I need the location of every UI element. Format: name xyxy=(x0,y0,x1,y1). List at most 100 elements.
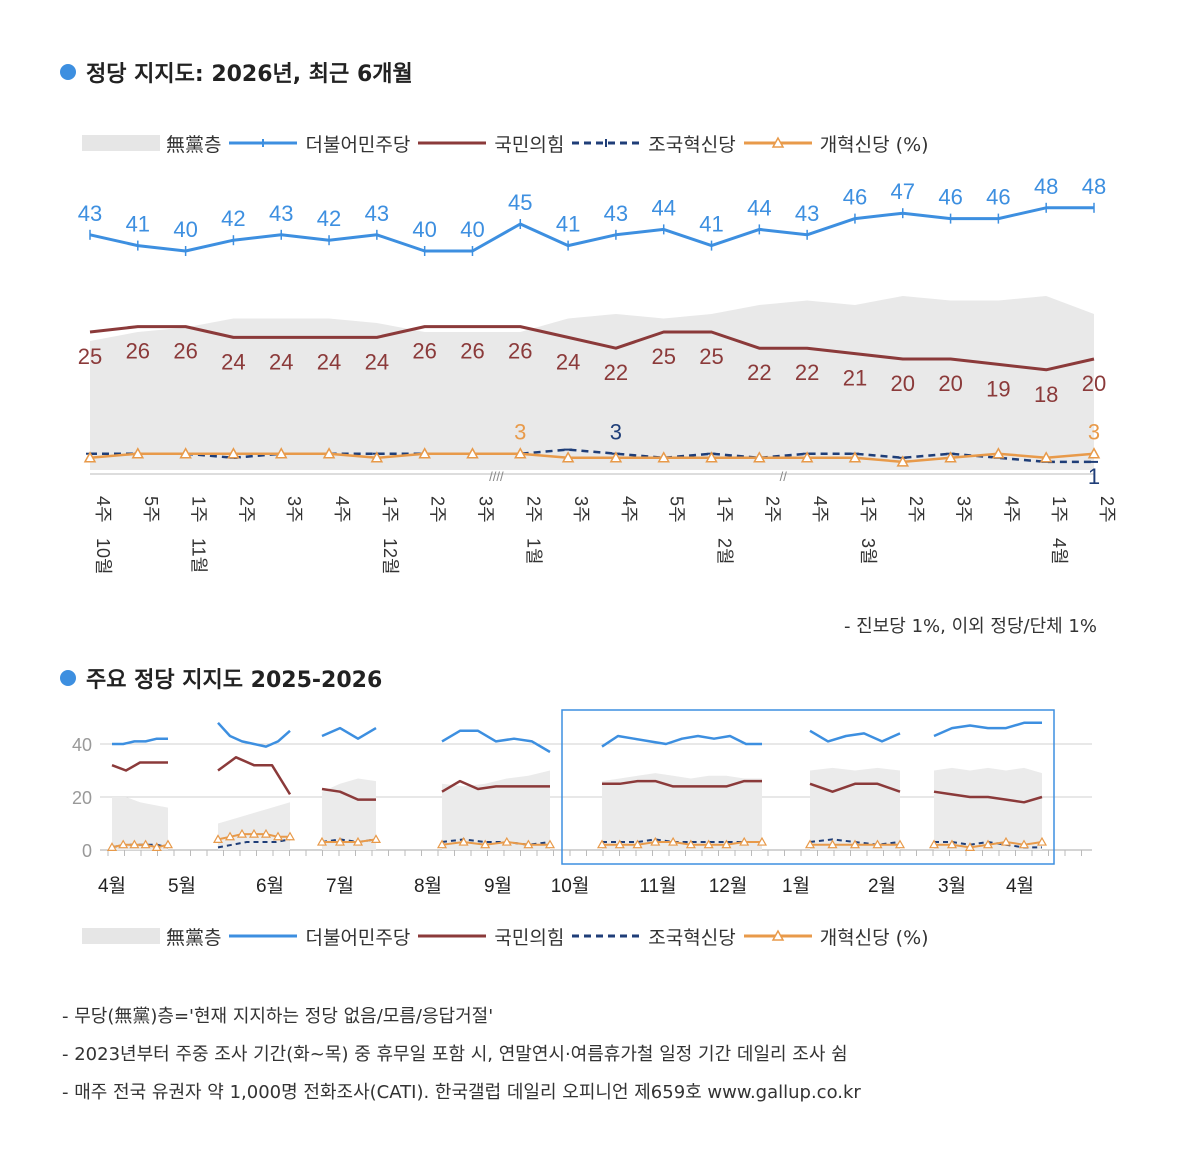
reform-marker xyxy=(514,447,527,459)
reform-marker xyxy=(131,447,145,459)
x-tick: 1주 xyxy=(1049,496,1069,523)
reform-marker xyxy=(685,839,696,849)
x-tick-month: 4월 xyxy=(1049,538,1069,565)
reform-data-label: 3 xyxy=(1088,420,1100,445)
reform-marker xyxy=(466,447,479,459)
x-month-label: 4월 xyxy=(1006,875,1034,897)
nonpartisan-area xyxy=(90,296,1094,470)
x-tick-week-label: 4주 xyxy=(332,496,352,523)
ppp-data-label: 24 xyxy=(556,349,580,374)
democratic-line xyxy=(217,721,291,748)
reform-marker xyxy=(561,451,575,463)
ppp-line xyxy=(89,325,1095,372)
reform-marker xyxy=(894,839,906,849)
axis-break-mark: // xyxy=(780,469,788,484)
x-tick-week-label: 3주 xyxy=(284,496,304,523)
reform-marker xyxy=(1036,836,1048,846)
x-month-label: 8월 xyxy=(414,875,442,897)
legend-swatch-nonpartisan xyxy=(82,135,160,151)
x-month-label: 12월 xyxy=(709,875,748,897)
democratic-data-label: 40 xyxy=(173,217,197,242)
democratic-data-label: 43 xyxy=(365,201,389,226)
democratic-data-label: 44 xyxy=(747,195,771,220)
democratic-data-label: 43 xyxy=(604,201,628,226)
x-tick: 4주 xyxy=(93,496,113,523)
democratic-data-label: 40 xyxy=(412,217,436,242)
ppp-data-label: 18 xyxy=(1034,382,1058,407)
reform-marker xyxy=(827,839,838,849)
nonpartisan-area xyxy=(442,770,550,850)
legend-item-rebuilding: 조국혁신당 xyxy=(570,923,736,950)
x-tick: 5주 xyxy=(667,496,687,523)
democratic-line xyxy=(441,729,551,754)
reform-marker xyxy=(964,842,976,851)
rebuilding-data-label: 1 xyxy=(1088,464,1100,489)
democratic-line xyxy=(933,721,1042,738)
legend-swatch-nonpartisan xyxy=(82,928,160,944)
x-tick: 3주 xyxy=(954,496,974,523)
reform-marker xyxy=(151,842,162,851)
ppp-data-label: 24 xyxy=(365,349,389,374)
x-month-label: 1월 xyxy=(782,875,810,897)
ppp-data-label: 24 xyxy=(221,349,245,374)
reform-marker xyxy=(614,839,625,849)
x-tick-month-label: 3월 xyxy=(858,538,878,565)
legend-line-ppp xyxy=(418,141,487,145)
ppp-data-label: 20 xyxy=(891,371,915,396)
legend-label-democratic: 더불어민주당 xyxy=(305,133,411,156)
reform-marker xyxy=(352,836,364,846)
x-tick-week-label: 1주 xyxy=(380,496,400,523)
ppp-data-label: 22 xyxy=(747,360,771,385)
legend-line-reform xyxy=(743,136,812,148)
reform-marker xyxy=(523,839,534,849)
ppp-line xyxy=(602,779,762,788)
footnote-2: - 2023년부터 주중 조사 기간(화~목) 중 휴무일 포함 시, 연말연시… xyxy=(62,1044,848,1065)
reform-line xyxy=(89,452,1095,464)
democratic-data-label: 40 xyxy=(460,217,484,242)
reform-marker xyxy=(848,451,862,463)
legend-item-reform: 개혁신당 (%) xyxy=(742,923,929,950)
reform-marker xyxy=(316,836,328,846)
reform-marker xyxy=(721,839,732,849)
bullet-dot-icon xyxy=(60,64,76,80)
democratic-data-label: 43 xyxy=(269,201,293,226)
ppp-data-label: 25 xyxy=(651,344,675,369)
reform-marker xyxy=(800,451,814,463)
x-tick: 4주 xyxy=(619,496,639,523)
x-month-label: 5월 xyxy=(168,875,196,897)
reform-marker xyxy=(1000,836,1012,846)
ppp-data-label: 26 xyxy=(173,339,197,364)
x-tick-week-label: 2주 xyxy=(906,496,926,523)
reform-marker xyxy=(322,447,336,459)
democratic-data-label: 41 xyxy=(699,212,723,237)
x-month-label: 10월 xyxy=(551,875,590,897)
reform-marker xyxy=(272,831,284,841)
x-tick-week-label: 3주 xyxy=(954,496,974,523)
chart1-note: - 진보당 1%, 이외 정당/단체 1% xyxy=(843,616,1097,637)
x-tick: 1주 xyxy=(189,496,209,523)
ppp-line xyxy=(111,761,168,772)
reform-marker xyxy=(260,828,272,838)
ppp-data-label: 24 xyxy=(317,349,341,374)
x-tick-week-label: 2주 xyxy=(762,496,782,523)
ppp-line xyxy=(809,782,901,793)
ppp-data-label: 25 xyxy=(699,344,723,369)
legend-item-rebuilding: 조국혁신당 xyxy=(570,130,736,157)
x-month-label: 9월 xyxy=(484,875,512,897)
democratic-line xyxy=(89,206,1094,253)
ppp-line xyxy=(321,787,376,801)
x-tick-week-label: 5주 xyxy=(667,496,687,523)
x-tick-month-label: 2월 xyxy=(715,538,735,565)
x-tick-week-label: 2주 xyxy=(1097,496,1117,523)
y-tick-label: 20 xyxy=(72,788,92,808)
reform-line xyxy=(322,838,377,843)
democratic-line xyxy=(601,734,762,748)
reform-marker xyxy=(703,839,714,849)
nonpartisan-area xyxy=(934,767,1042,850)
democratic-data-label: 43 xyxy=(78,201,102,226)
x-tick-month: 3월 xyxy=(858,538,878,565)
legend-line-rebuilding xyxy=(572,139,641,147)
reform-marker xyxy=(753,451,766,463)
x-tick: 3주 xyxy=(571,496,591,523)
democratic-data-label: 46 xyxy=(938,185,962,210)
